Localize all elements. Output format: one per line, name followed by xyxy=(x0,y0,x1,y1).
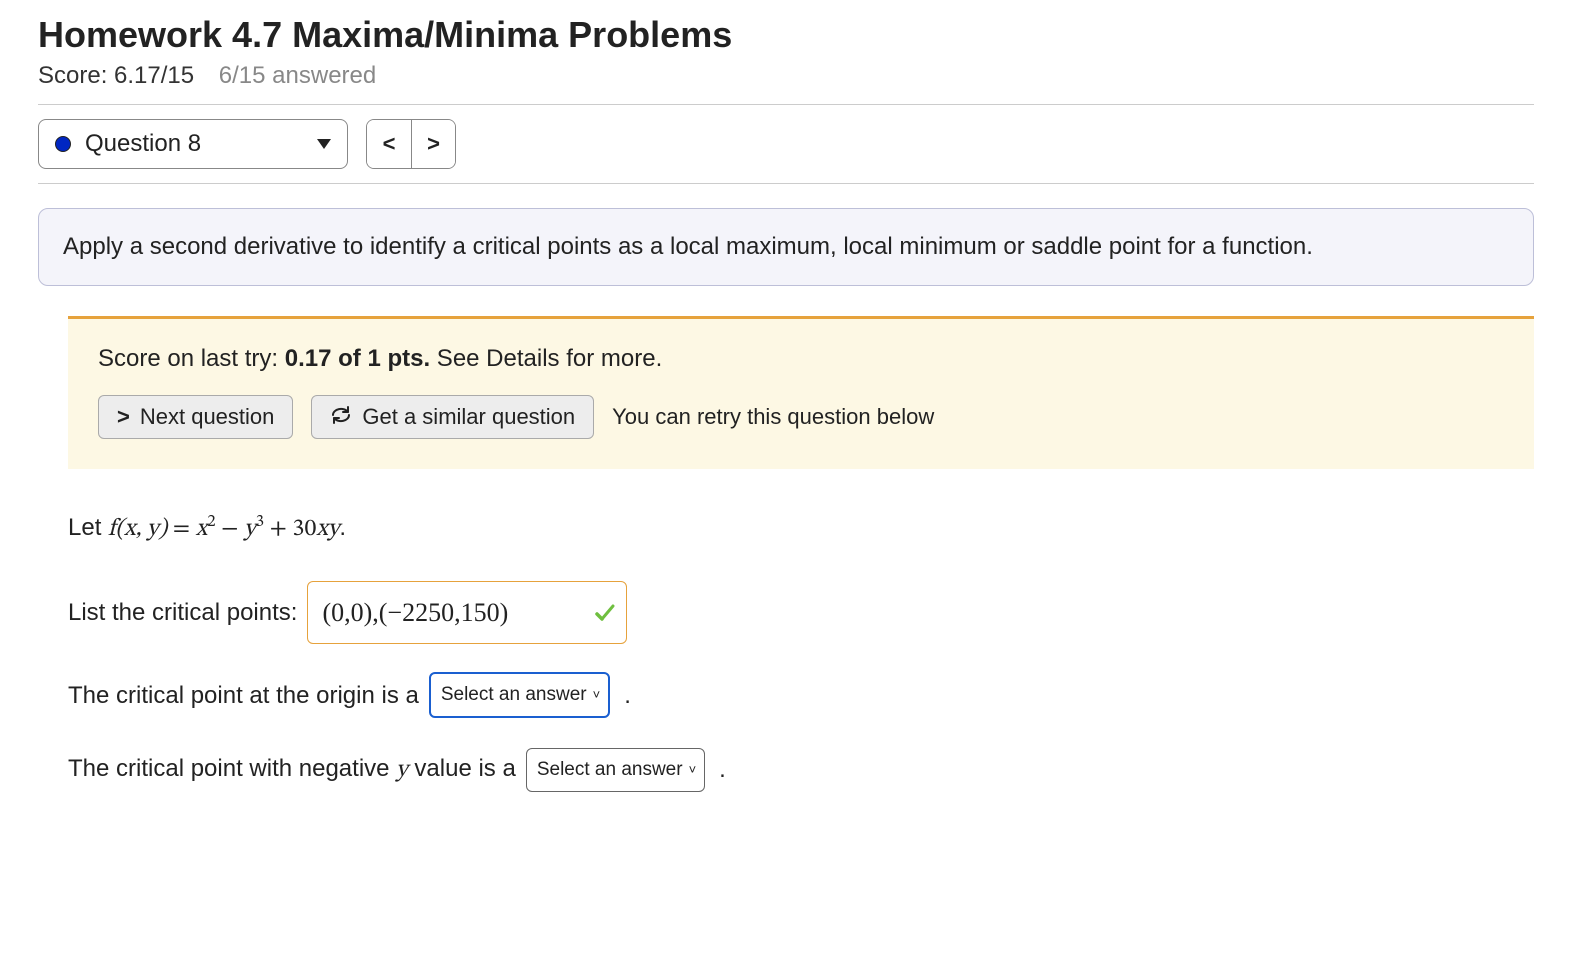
attempt-prefix: Score on last try: xyxy=(98,345,285,372)
period: . xyxy=(624,673,631,719)
term-y: y xyxy=(244,517,256,541)
period: . xyxy=(339,514,346,541)
critical-points-label: List the critical points: xyxy=(68,590,297,636)
origin-select[interactable]: Select an answer ˅ xyxy=(429,672,610,718)
period: . xyxy=(719,747,726,793)
attempt-score-bold: 0.17 of 1 pts. xyxy=(285,345,430,372)
chevron-down-icon: ˅ xyxy=(689,758,697,783)
let-text: Let xyxy=(68,514,108,541)
instruction-box: Apply a second derivative to identify a … xyxy=(38,208,1534,286)
question-nav: Question 8 < > xyxy=(38,105,1534,183)
similar-question-label: Get a similar question xyxy=(362,404,575,430)
similar-question-button[interactable]: Get a similar question xyxy=(311,395,594,439)
origin-classify-row: The critical point at the origin is a Se… xyxy=(68,672,1534,718)
critical-points-value: (0,0),(−2250,150) xyxy=(322,588,508,637)
status-dot-icon xyxy=(55,136,71,152)
origin-prefix: The critical point at the origin is a xyxy=(68,673,419,719)
chevron-down-icon xyxy=(317,139,331,149)
next-question-link[interactable]: > Next question xyxy=(98,395,293,439)
term-x: x xyxy=(196,517,208,541)
critical-points-input[interactable]: (0,0),(−2250,150) xyxy=(307,581,627,644)
equals: = xyxy=(167,517,196,541)
function-definition: Let f(x, y) = x2 − y3 + 30xy. xyxy=(68,505,1534,553)
attempt-score-line: Score on last try: 0.17 of 1 pts. See De… xyxy=(98,345,1504,373)
fxy: f(x, y) xyxy=(108,517,167,541)
next-question-label: Next question xyxy=(140,404,275,430)
negy-prefix-a: The critical point with negative xyxy=(68,755,396,782)
attempt-suffix: See Details for more. xyxy=(430,345,662,372)
score-line: Score: 6.17/15 6/15 answered xyxy=(38,62,1534,90)
answered-count: 6/15 answered xyxy=(219,62,376,89)
negy-prefix-b: value is a xyxy=(408,755,516,782)
prev-question-button[interactable]: < xyxy=(367,120,411,168)
exp-2: 2 xyxy=(207,513,215,530)
negy-select[interactable]: Select an answer ˅ xyxy=(526,748,705,792)
refresh-icon xyxy=(330,404,352,430)
question-selector[interactable]: Question 8 xyxy=(38,119,348,169)
term-xy: xy xyxy=(316,517,339,541)
origin-select-label: Select an answer xyxy=(441,677,587,713)
chevron-right-icon: > xyxy=(117,404,130,430)
divider-bottom xyxy=(38,183,1534,184)
negy-classify-row: The critical point with negative y value… xyxy=(68,746,1534,794)
exp-3: 3 xyxy=(256,513,264,530)
next-question-button[interactable]: > xyxy=(411,120,455,168)
question-body: Let f(x, y) = x2 − y3 + 30xy. List the c… xyxy=(68,505,1534,794)
critical-points-row: List the critical points: (0,0),(−2250,1… xyxy=(68,581,1534,644)
check-icon xyxy=(594,602,616,624)
question-arrows: < > xyxy=(366,119,456,169)
minus: − xyxy=(216,517,245,541)
retry-hint: You can retry this question below xyxy=(612,404,934,430)
question-selector-label: Question 8 xyxy=(85,130,317,158)
plus-30: + 30 xyxy=(264,517,316,541)
chevron-down-icon: ˅ xyxy=(593,683,601,708)
page-title: Homework 4.7 Maxima/Minima Problems xyxy=(38,14,1534,56)
attempt-feedback: Score on last try: 0.17 of 1 pts. See De… xyxy=(68,316,1534,469)
var-y: y xyxy=(396,758,408,782)
score-value: Score: 6.17/15 xyxy=(38,62,194,89)
negy-select-label: Select an answer xyxy=(537,752,683,788)
